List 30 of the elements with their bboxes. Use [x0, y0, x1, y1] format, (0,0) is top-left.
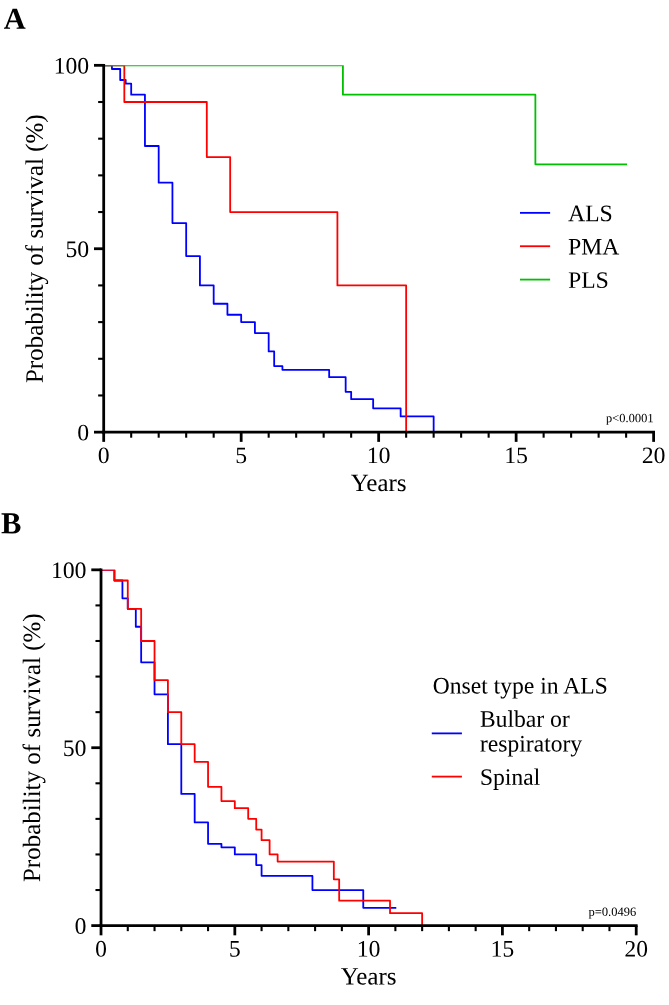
y-tick-label: 100	[55, 57, 89, 74]
y-axis-title: Probability of survival (%)	[22, 614, 46, 882]
y-axis-title: Probability of survival (%)	[25, 115, 49, 383]
y-tick-label: 100	[53, 562, 86, 579]
x-tick-label: 5	[236, 447, 247, 464]
y-tick-label: 0	[78, 424, 89, 441]
x-tick-label: 10	[358, 940, 380, 957]
x-tick-label: 0	[96, 940, 107, 957]
legend-title: Onset type in ALS	[433, 677, 607, 699]
x-tick-label: 5	[230, 941, 240, 957]
x-axis-title: Years	[351, 474, 406, 492]
x-tick-label: 10	[368, 447, 390, 464]
y-tick-label: 0	[75, 918, 86, 935]
y-tick-label: 50	[66, 241, 89, 258]
x-tick-label: 20	[625, 940, 648, 957]
annotation: p<0.0001	[606, 413, 653, 425]
y-tick-label: 50	[64, 740, 86, 757]
x-tick-label: 15	[506, 447, 528, 464]
x-tick-label: 15	[492, 940, 514, 957]
legend-label: ALS	[568, 205, 612, 222]
legend-label: Spinal	[481, 768, 540, 790]
x-axis-title: Years	[341, 968, 396, 985]
annotation: p=0.0496	[588, 907, 636, 919]
chart-title: A	[4, 8, 26, 29]
x-tick-label: 20	[642, 447, 665, 464]
legend-label: Bulbar or respiratory	[480, 710, 583, 757]
chart-title: B	[1, 513, 21, 534]
legend-label: PMA	[568, 238, 620, 255]
x-tick-label: 0	[98, 447, 109, 464]
legend-label: PLS	[568, 272, 608, 289]
